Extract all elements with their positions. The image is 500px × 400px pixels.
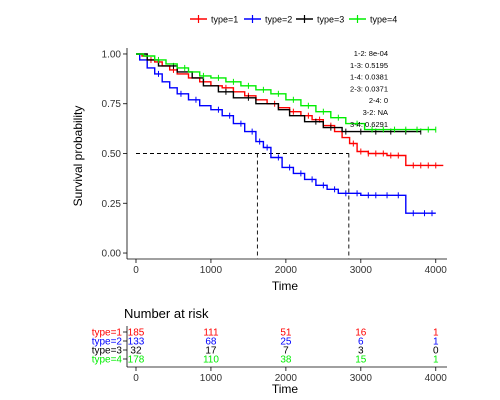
y-tick-label: 0.50 [102, 149, 122, 160]
pvalue-line: 2-3: 0.0371 [350, 84, 388, 93]
risk-count: 178 [128, 355, 145, 366]
pvalue-annotations: 1-2: 8e-04 1-3: 0.5195 1-4: 0.0381 2-3: 0.0… [350, 49, 388, 129]
legend-label: type=1 [211, 15, 238, 25]
risk-table-rows: type=1 185 111 51 16 1 type=2 133 68 25 6 1 type=3 32… [92, 326, 439, 367]
risk-count: 1 [433, 355, 439, 366]
survival-curve-type-4 [136, 53, 436, 131]
risk-row-label: type=3 [92, 346, 123, 357]
risk-count: 133 [128, 337, 145, 348]
y-axis-ticks: 0.00 0.25 0.50 0.75 1.00 [102, 49, 127, 260]
survival-curve-type-3 [136, 53, 421, 133]
pvalue-line: 3-2: NA [363, 108, 388, 117]
risk-count: 185 [128, 328, 145, 339]
risk-count: 110 [203, 355, 219, 366]
legend-label: type=4 [370, 15, 397, 25]
pvalue-line: 1-2: 8e-04 [354, 49, 388, 58]
y-axis-label: Survival probability [71, 106, 85, 207]
risk-row-label: type=4 [92, 355, 123, 366]
legend-label: type=3 [317, 15, 344, 25]
x-axis-ticks: 0 1000 2000 3000 4000 [133, 259, 447, 276]
risk-count: 6 [358, 337, 364, 348]
legend: type=1 type=2 type=3 type=4 [190, 15, 397, 25]
pvalue-line: 1-3: 0.5195 [350, 61, 388, 70]
survival-plot: 0.00 0.25 0.50 0.75 1.00 0 1000 2000 3000 4000 1… [71, 48, 447, 293]
x-tick-label: 1000 [200, 265, 223, 276]
x-tick-label: 2000 [275, 265, 298, 276]
risk-count: 3 [358, 346, 364, 357]
risk-table-title: Number at risk [124, 306, 209, 321]
risk-x-tick-label: 4000 [425, 373, 448, 384]
survival-curve-type-2 [136, 53, 436, 214]
pvalue-line: 3-4: 0.6291 [350, 120, 388, 129]
risk-count: 111 [203, 328, 219, 339]
risk-count: 51 [280, 328, 292, 339]
risk-x-axis-ticks: 0 1000 2000 3000 4000 [133, 367, 447, 384]
risk-count: 68 [205, 337, 217, 348]
y-tick-label: 0.75 [102, 99, 122, 110]
risk-count: 1 [433, 328, 439, 339]
survival-curves [136, 53, 444, 217]
risk-count: 25 [280, 337, 292, 348]
risk-count: 1 [433, 337, 439, 348]
risk-count: 7 [283, 346, 289, 357]
x-tick-label: 4000 [425, 265, 448, 276]
risk-count: 17 [205, 346, 217, 357]
risk-x-tick-label: 2000 [275, 373, 298, 384]
risk-count: 32 [130, 346, 142, 357]
legend-label: type=2 [265, 15, 292, 25]
risk-count: 38 [280, 355, 292, 366]
x-axis-label: Time [272, 279, 299, 293]
risk-x-axis-label: Time [272, 382, 299, 396]
risk-x-tick-label: 1000 [200, 373, 223, 384]
risk-x-tick-label: 0 [133, 373, 139, 384]
median-reference-lines [135, 153, 350, 259]
risk-row-label: type=2 [92, 337, 123, 348]
y-tick-label: 0.25 [102, 199, 122, 210]
risk-count: 0 [433, 346, 439, 357]
x-tick-label: 0 [133, 265, 139, 276]
pvalue-line: 2-4: 0 [369, 96, 388, 105]
pvalue-line: 1-4: 0.0381 [350, 73, 388, 82]
risk-count: 16 [355, 328, 367, 339]
risk-row-label: type=1 [92, 328, 123, 339]
x-tick-label: 3000 [350, 265, 373, 276]
y-tick-label: 1.00 [102, 49, 122, 60]
risk-count: 15 [355, 355, 367, 366]
y-tick-label: 0.00 [102, 249, 122, 260]
risk-x-tick-label: 3000 [350, 373, 373, 384]
